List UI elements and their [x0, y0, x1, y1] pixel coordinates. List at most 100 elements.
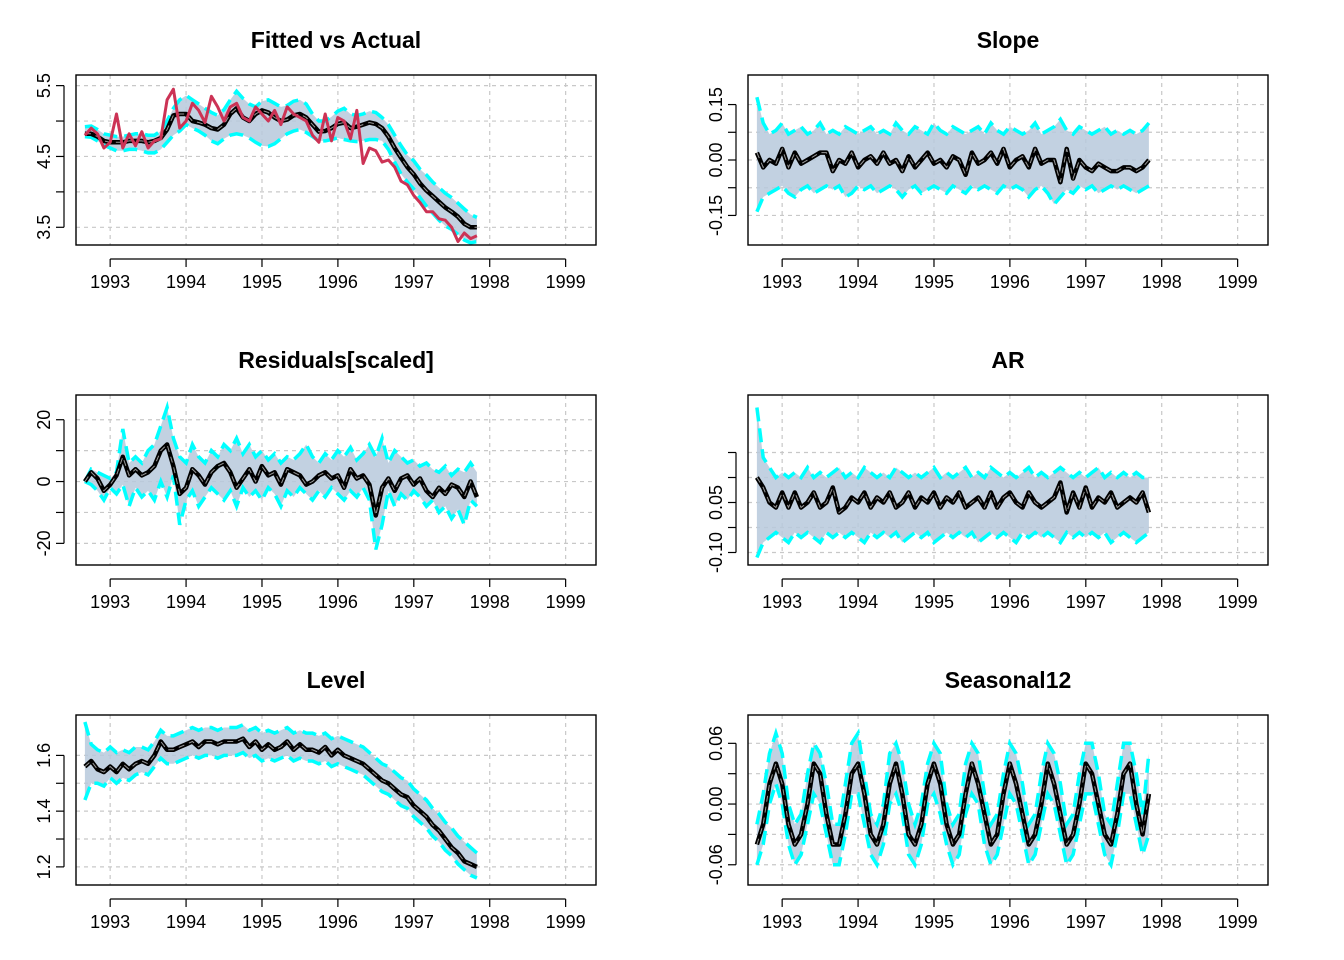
x-tick-label: 1999: [546, 592, 586, 612]
x-tick-label: 1993: [762, 912, 802, 932]
x-tick-label: 1995: [914, 912, 954, 932]
x-tick-label: 1995: [914, 272, 954, 292]
lower-bound-line: [84, 474, 479, 550]
upper-bound-line: [755, 727, 1151, 831]
x-tick-label: 1993: [90, 272, 130, 292]
y-tick-label: -0.06: [706, 844, 726, 885]
x-tick-label: 1995: [242, 272, 282, 292]
plot-frame: [75, 714, 597, 886]
y-tick-label: 0.06: [706, 726, 726, 761]
x-tick-label: 1999: [546, 912, 586, 932]
plot-frame: [747, 714, 1269, 886]
y-tick-label: 0.00: [706, 787, 726, 822]
x-tick-label: 1997: [1066, 272, 1106, 292]
y-tick-label: 1.2: [34, 854, 54, 879]
x-tick-label: 1998: [470, 912, 510, 932]
lower-bound-line: [755, 777, 1151, 870]
x-tick-label: 1994: [166, 272, 206, 292]
x-tick-label: 1994: [838, 592, 878, 612]
x-tick-label: 1998: [470, 272, 510, 292]
panel-3: Residuals[scaled] 1993 1994 1995 1996 1997 199…: [34, 347, 597, 612]
actual-line: [83, 87, 478, 243]
x-tick-label: 1995: [914, 592, 954, 612]
x-tick-label: 1996: [990, 592, 1030, 612]
lower-bound-line: [84, 122, 478, 245]
x-tick-label: 1997: [1066, 912, 1106, 932]
y-tick-label: 1.6: [34, 743, 54, 768]
x-tick-label: 1993: [762, 592, 802, 612]
y-tick-label: 5.5: [34, 73, 54, 98]
panel-5: Level 1993 1994 1995 1996 1997 1998 1999 1.2 1.4 1…: [34, 667, 597, 932]
x-tick-label: 1996: [990, 272, 1030, 292]
estimate-median-line: [84, 738, 478, 868]
y-tick-label: 0.15: [706, 87, 726, 122]
x-tick-label: 1998: [1142, 592, 1182, 612]
x-tick-label: 1996: [990, 912, 1030, 932]
y-tick-label: -20: [34, 530, 54, 556]
x-tick-label: 1997: [394, 912, 434, 932]
lower-bound-line: [83, 750, 478, 880]
y-tick-label: 20: [34, 410, 54, 430]
x-tick-label: 1993: [90, 912, 130, 932]
estimate-median-line: [84, 443, 478, 516]
confidence-band: [84, 91, 477, 243]
x-tick-label: 1996: [318, 912, 358, 932]
panel-2: Slope 1993 1994 1995 1996 1997 1998 1999 -0.15 0.…: [706, 27, 1269, 292]
panel-4: AR 1993 1994 1995 1996 1997 1998 1999 -0.10 0.05: [706, 347, 1269, 612]
plot-frame: [75, 74, 597, 246]
chart-title: Residuals[scaled]: [238, 347, 434, 373]
x-tick-label: 1998: [470, 592, 510, 612]
chart-title: AR: [991, 347, 1025, 373]
x-tick-label: 1994: [838, 912, 878, 932]
upper-bound-line: [83, 400, 479, 483]
confidence-band: [84, 407, 477, 550]
estimate-median-line: [756, 147, 1150, 183]
chart-title: Fitted vs Actual: [251, 27, 421, 53]
chart-title: Level: [307, 667, 366, 693]
lower-bound-line: [755, 183, 1150, 213]
x-tick-label: 1998: [1142, 272, 1182, 292]
upper-bound-line: [84, 88, 478, 219]
panel-6: Seasonal12 1993 1994 1995 1996 1997 1998 1999 -0…: [706, 667, 1269, 932]
y-tick-label: 0: [34, 477, 54, 487]
x-tick-label: 1994: [166, 592, 206, 612]
upper-bound-line: [83, 721, 479, 855]
x-tick-label: 1997: [394, 592, 434, 612]
x-tick-label: 1994: [166, 912, 206, 932]
upper-bound-line: [755, 96, 1151, 138]
x-tick-label: 1999: [546, 272, 586, 292]
lower-bound-line: [755, 529, 1150, 559]
estimate-median-line: [84, 107, 477, 228]
x-tick-label: 1993: [90, 592, 130, 612]
x-tick-label: 1997: [1066, 592, 1106, 612]
x-tick-label: 1999: [1218, 912, 1258, 932]
y-tick-label: 0.00: [706, 142, 726, 177]
x-tick-label: 1997: [394, 272, 434, 292]
y-tick-label: -0.15: [706, 195, 726, 236]
x-tick-label: 1999: [1218, 272, 1258, 292]
panel-1: Fitted vs Actual 1993 1994 1995 1996 1997 1998…: [34, 27, 597, 292]
x-tick-label: 1998: [1142, 912, 1182, 932]
x-tick-label: 1996: [318, 592, 358, 612]
x-tick-label: 1999: [1218, 592, 1258, 612]
y-tick-label: 4.5: [34, 144, 54, 169]
chart-title: Seasonal12: [945, 667, 1072, 693]
x-tick-label: 1995: [242, 592, 282, 612]
confidence-band: [756, 407, 1149, 558]
y-tick-label: 3.5: [34, 215, 54, 240]
estimate-median-line: [756, 477, 1150, 515]
x-tick-label: 1996: [318, 272, 358, 292]
y-tick-label: 1.4: [34, 799, 54, 824]
y-tick-label: 0.05: [706, 485, 726, 520]
upper-bound-line: [755, 407, 1149, 481]
chart-title: Slope: [977, 27, 1040, 53]
x-tick-label: 1995: [242, 912, 282, 932]
plot-frame: [75, 394, 597, 566]
plot-frame: [747, 394, 1269, 566]
estimate-median-line: [756, 761, 1150, 846]
x-tick-label: 1994: [838, 272, 878, 292]
x-tick-label: 1993: [762, 272, 802, 292]
y-tick-label: -0.10: [706, 532, 726, 573]
plot-frame: [747, 74, 1269, 246]
